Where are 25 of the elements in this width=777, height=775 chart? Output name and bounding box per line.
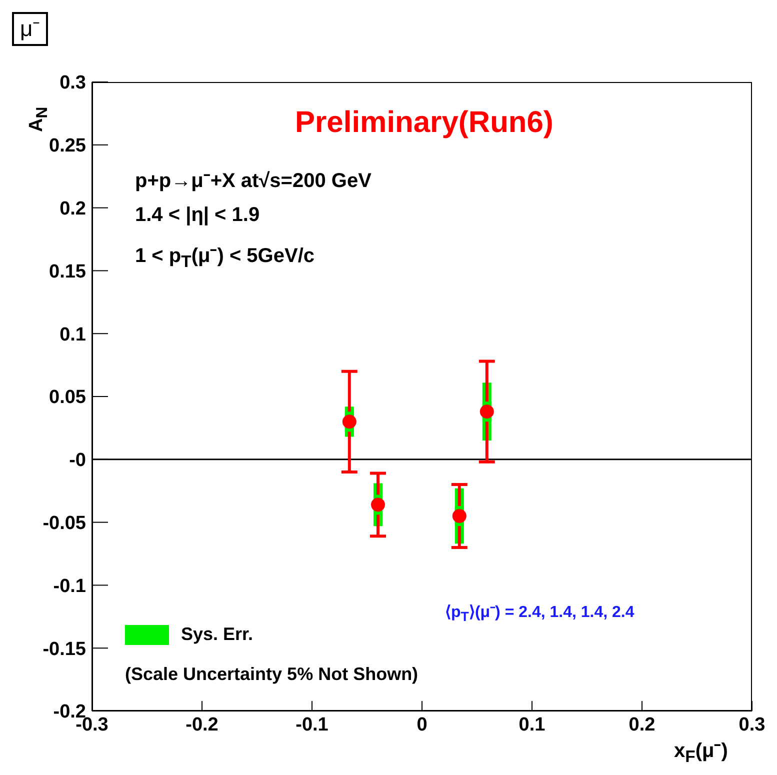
chart-title: μ⁻ (12, 12, 48, 46)
x-tick-label: 0.1 (518, 714, 546, 736)
y-tick-label: 0.15 (49, 261, 86, 282)
x-tick-label: -0.1 (296, 714, 329, 736)
x-tick-label: 0.2 (628, 714, 656, 736)
y-tick-label: 0.1 (60, 324, 86, 346)
x-axis-title: x$_{F}$(μ⁻) (674, 739, 728, 767)
y-tick-label: 0.05 (49, 387, 86, 408)
x-tick-label: 0.3 (738, 714, 766, 736)
annotation: Preliminary(Run6) (295, 106, 554, 140)
y-tick-label: 0.3 (60, 72, 86, 94)
annotation: 1.4 < |η| < 1.9 (135, 204, 260, 227)
y-tick-label: 0.2 (60, 198, 86, 220)
y-tick-label: -0 (69, 450, 86, 472)
annotation: (Scale Uncertainty 5% Not Shown) (125, 664, 418, 685)
y-tick-label: -0.15 (42, 638, 86, 660)
x-tick-label: 0 (416, 714, 428, 736)
y-tick-label: -0.1 (53, 576, 86, 597)
annotation: ⟨p$_{T}$⟩(μ⁻) = 2.4, 1.4, 1.4, 2.4 (445, 603, 634, 624)
legend-label: Sys. Err. (181, 624, 254, 645)
y-tick-label: 0.25 (49, 136, 86, 157)
annotation: 1 < p$_{T}$(μ⁻) < 5GeV/c (135, 244, 314, 272)
y-tick-label: -0.05 (42, 513, 86, 534)
annotation: p+p→μ⁻+X at√s=200 GeV (135, 169, 372, 193)
x-tick-label: -0.2 (186, 714, 218, 736)
